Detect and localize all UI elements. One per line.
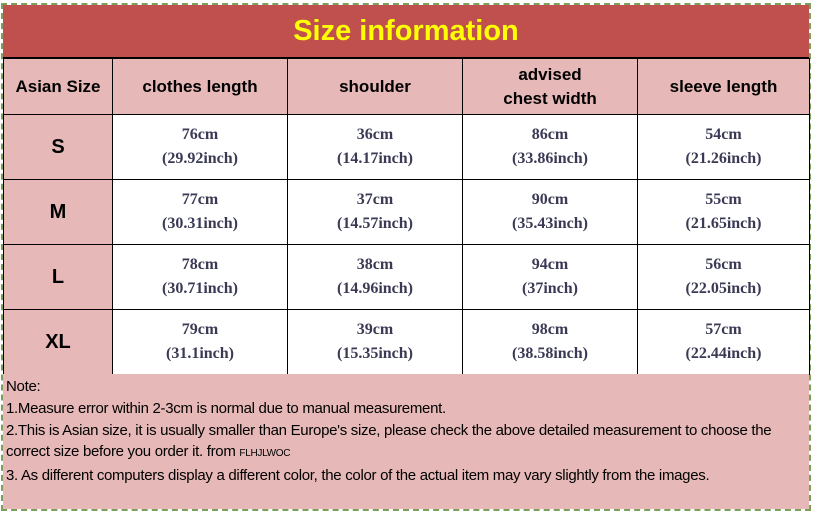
header-cell: advised chest width [462,58,638,115]
measurement-cell: 56cm (22.05inch) [637,244,810,310]
cm-value: 36cm [356,126,394,143]
cm-value: 86cm [531,126,569,143]
inch-value: (35.43inch) [512,215,588,232]
cm-value: 77cm [181,191,219,208]
brand-name: FLHJLWOC [239,448,291,460]
note-line: 1.Measure error within 2-3cm is normal d… [6,399,446,417]
measurement-cell: 36cm (14.17inch) [287,114,463,180]
inch-value: (29.92inch) [162,150,238,167]
table-row: L 78cm (30.71inch) 38cm (14.96inch) 94cm (37in… [3,244,810,310]
inch-value: (21.26inch) [685,150,762,167]
cm-value: 39cm [356,321,394,338]
cm-value: 76cm [181,126,219,143]
cm-value: 90cm [531,191,569,208]
cm-value: 57cm [705,321,742,338]
measurement-cell: 94cm (37inch) [462,244,638,310]
cm-value: 78cm [181,256,219,273]
measurement-cell: 55cm (21.65inch) [637,179,810,245]
inch-value: (22.05inch) [685,280,762,297]
inch-value: (33.86inch) [512,150,588,167]
inch-value: (37inch) [522,280,578,297]
inch-value: (22.44inch) [685,345,762,362]
size-label: M [3,179,113,245]
inch-value: (21.65inch) [685,215,762,232]
measurement-cell: 37cm (14.57inch) [287,179,463,245]
cm-value: 38cm [356,256,394,273]
note-line: 2.This is Asian size, it is usually smal… [6,420,806,466]
dashed-frame [1,3,811,511]
inch-value: (30.31inch) [162,215,238,232]
cm-value: 79cm [181,321,219,338]
measurement-cell: 39cm (15.35inch) [287,309,463,375]
measurement-cell: 38cm (14.96inch) [287,244,463,310]
measurement-cell: 86cm (33.86inch) [462,114,638,180]
inch-value: (30.71inch) [162,280,238,297]
cm-value: 37cm [356,191,394,208]
measurement-cell: 77cm (30.31inch) [112,179,288,245]
header-cell: clothes length [112,58,288,115]
measurement-cell: 79cm (31.1inch) [112,309,288,375]
page-title: Size information [3,5,809,58]
cm-value: 54cm [705,126,742,143]
inch-value: (38.58inch) [512,345,588,362]
cm-value: 56cm [705,256,742,273]
table-row: S 76cm (29.92inch) 36cm (14.17inch) 86cm (33.8… [3,114,810,180]
cm-value: 55cm [705,191,742,208]
size-label: S [3,114,113,180]
note-heading: Note: [6,378,41,395]
inch-value: (31.1inch) [166,345,234,362]
header-cell: Asian Size [3,58,113,115]
inch-value: (14.96inch) [337,280,413,297]
size-label: L [3,244,113,310]
measurement-cell: 76cm (29.92inch) [112,114,288,180]
header-row: Asian Size clothes length shoulder advis… [3,58,810,115]
measurement-cell: 98cm (38.58inch) [462,309,638,375]
note-text: 2.This is Asian size, it is usually smal… [6,421,772,461]
table-row: M 77cm (30.31inch) 37cm (14.57inch) 90cm (35.4… [3,179,810,245]
inch-value: (14.57inch) [337,215,413,232]
cm-value: 98cm [531,321,569,338]
size-table: Asian Size clothes length shoulder advis… [3,58,810,375]
size-label: XL [3,309,113,375]
cm-value: 94cm [531,256,569,273]
header-cell: shoulder [287,58,463,115]
inch-value: (15.35inch) [337,345,413,362]
header-cell: sleeve length [637,58,810,115]
measurement-cell: 54cm (21.26inch) [637,114,810,180]
inch-value: (14.17inch) [337,150,413,167]
note-line: 3. As different computers display a diff… [6,467,710,485]
measurement-cell: 90cm (35.43inch) [462,179,638,245]
measurement-cell: 57cm (22.44inch) [637,309,810,375]
measurement-cell: 78cm (30.71inch) [112,244,288,310]
notes-section: Note: 1.Measure error within 2-3cm is no… [3,374,809,509]
table-row: XL 79cm (31.1inch) 39cm (15.35inch) 98cm (38.5… [3,309,810,375]
